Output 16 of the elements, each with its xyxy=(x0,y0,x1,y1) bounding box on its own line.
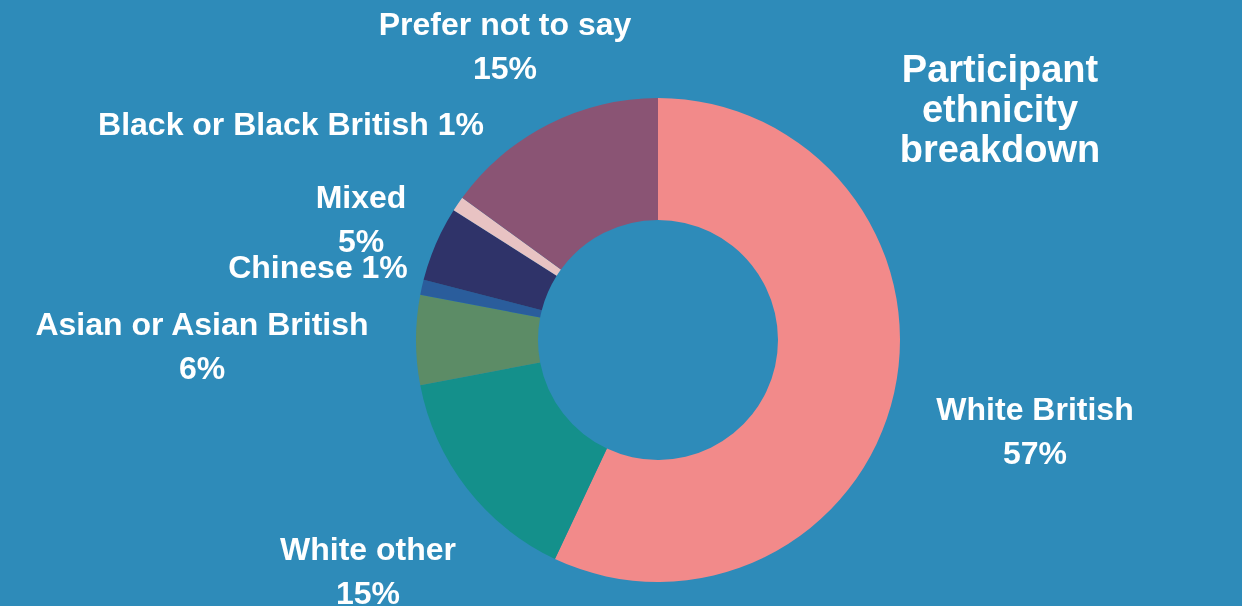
data-label: 57% xyxy=(1002,435,1068,471)
slice-label: Prefer not to say xyxy=(378,6,632,42)
donut-slice xyxy=(554,98,900,582)
text: Participant ethnicity breakdown xyxy=(899,48,1101,170)
donut-slice xyxy=(420,279,542,318)
donut-slice xyxy=(453,197,561,276)
slice-label: Black or Black British 1% xyxy=(98,106,484,142)
donut-slice xyxy=(416,294,541,386)
slice-label: Mixed xyxy=(315,179,407,215)
slice-label: White British xyxy=(936,391,1134,427)
slice-label: White other xyxy=(280,531,456,567)
data-label: 6% xyxy=(178,350,226,386)
data-label: 15% xyxy=(335,575,401,606)
data-label: 15% xyxy=(472,50,538,86)
donut-slice xyxy=(423,210,557,311)
slice-label: Asian or Asian British xyxy=(35,306,369,342)
